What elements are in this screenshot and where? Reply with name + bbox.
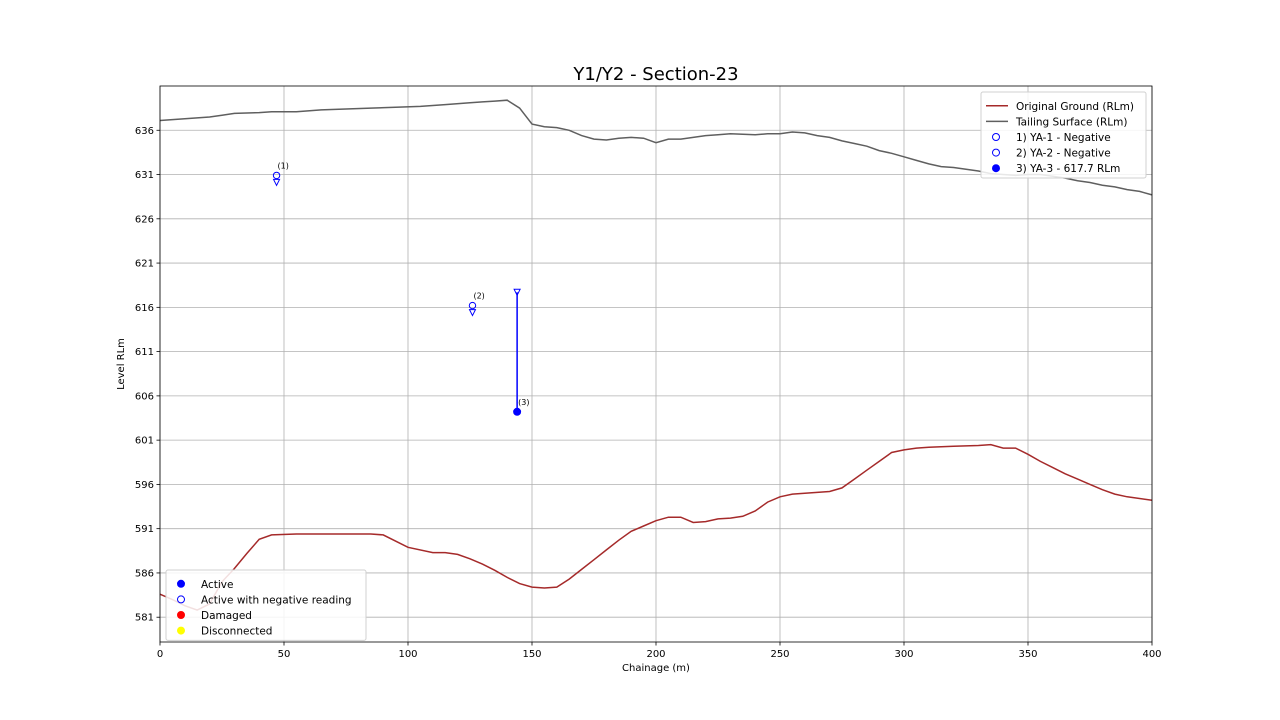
legend-marker-swatch	[177, 579, 185, 588]
piezometer-label: (2)	[473, 292, 484, 301]
legend-upper-entry: Tailing Surface (RLm)	[986, 116, 1127, 128]
legend-lower-entry: Active	[177, 579, 233, 591]
legend-label: Tailing Surface (RLm)	[1015, 116, 1127, 128]
x-tick-label: 50	[278, 649, 291, 660]
y-tick-label: 596	[135, 480, 154, 491]
legend-marker-swatch	[992, 148, 1000, 157]
legend-marker-swatch	[992, 164, 1000, 173]
piezometer-point	[513, 407, 522, 416]
legend-label: 2) YA-2 - Negative	[1016, 148, 1111, 160]
piezometer-point	[272, 171, 281, 180]
y-tick-label: 621	[135, 259, 154, 270]
x-tick-label: 100	[398, 649, 417, 660]
y-tick-label: 606	[135, 391, 154, 402]
y-tick-label: 586	[135, 568, 154, 579]
legend-upper-entry: Original Ground (RLm)	[986, 101, 1134, 113]
y-tick-label: 616	[135, 303, 154, 314]
legend-label: 1) YA-1 - Negative	[1016, 132, 1111, 144]
legend-lower-frame	[165, 569, 367, 641]
legend-marker-swatch	[177, 595, 185, 604]
water-level-marker	[272, 178, 281, 187]
y-tick-label: 581	[135, 613, 154, 624]
original-ground-line	[159, 443, 1153, 611]
x-tick-label: 0	[157, 649, 163, 660]
legend-marker-swatch	[992, 133, 1000, 141]
y-tick-label: 636	[135, 126, 154, 137]
x-tick-label: 150	[522, 649, 541, 660]
y-tick-label: 591	[135, 524, 154, 535]
piezometer-3: (3)	[513, 288, 529, 416]
x-tick-label: 300	[894, 649, 913, 660]
legend-upper-entry: 2) YA-2 - Negative	[992, 148, 1111, 160]
piezometer-layer: (1) (2) (3)	[272, 161, 529, 416]
legend-label: Active	[201, 579, 233, 591]
x-tick-label: 350	[1018, 649, 1037, 660]
piezometer-point	[468, 301, 477, 310]
ticks: 0 50 100 150 200 250 300 350 400 581 586 591 596 601 6…	[135, 126, 1162, 660]
piezometer-2: (2)	[468, 292, 485, 317]
legend-lower-entry: Active with negative reading	[177, 594, 352, 606]
legend-marker-swatch	[177, 626, 185, 635]
legend-label: 3) YA-3 - 617.7 RLm	[1016, 163, 1120, 175]
legend-lower: Active Active with negative reading Damage…	[165, 569, 367, 641]
y-tick-label: 626	[135, 214, 154, 225]
x-axis-label: Chainage (m)	[622, 663, 690, 674]
legend-lower-entry: Damaged	[177, 610, 252, 622]
x-tick-label: 400	[1142, 649, 1161, 660]
y-tick-label: 601	[135, 436, 154, 447]
x-tick-label: 200	[646, 649, 665, 660]
water-level-marker	[468, 309, 477, 317]
piezometer-1: (1)	[272, 161, 289, 187]
piezometer-label: (3)	[518, 398, 529, 407]
piezometer-label: (1)	[278, 161, 289, 170]
legend-lower-entry: Disconnected	[177, 626, 272, 638]
legend-upper-entry: 1) YA-1 - Negative	[992, 132, 1111, 144]
y-tick-label: 631	[135, 170, 154, 181]
legend-upper-entry: 3) YA-3 - 617.7 RLm	[992, 163, 1120, 175]
legend-label: Damaged	[201, 610, 252, 622]
legend-upper: Original Ground (RLm) Tailing Surface (RL…	[980, 91, 1147, 179]
x-tick-label: 250	[770, 649, 789, 660]
legend-upper-frame	[980, 91, 1147, 179]
legend-label: Original Ground (RLm)	[1016, 101, 1134, 113]
chart-title: Y1/Y2 - Section-23	[572, 64, 738, 85]
legend-label: Active with negative reading	[201, 594, 352, 606]
legend-label: Disconnected	[201, 626, 272, 638]
y-tick-label: 611	[135, 347, 154, 358]
legend-marker-swatch	[177, 611, 185, 619]
y-axis-label: Level RLm	[116, 338, 127, 390]
water-level-marker	[513, 288, 521, 297]
